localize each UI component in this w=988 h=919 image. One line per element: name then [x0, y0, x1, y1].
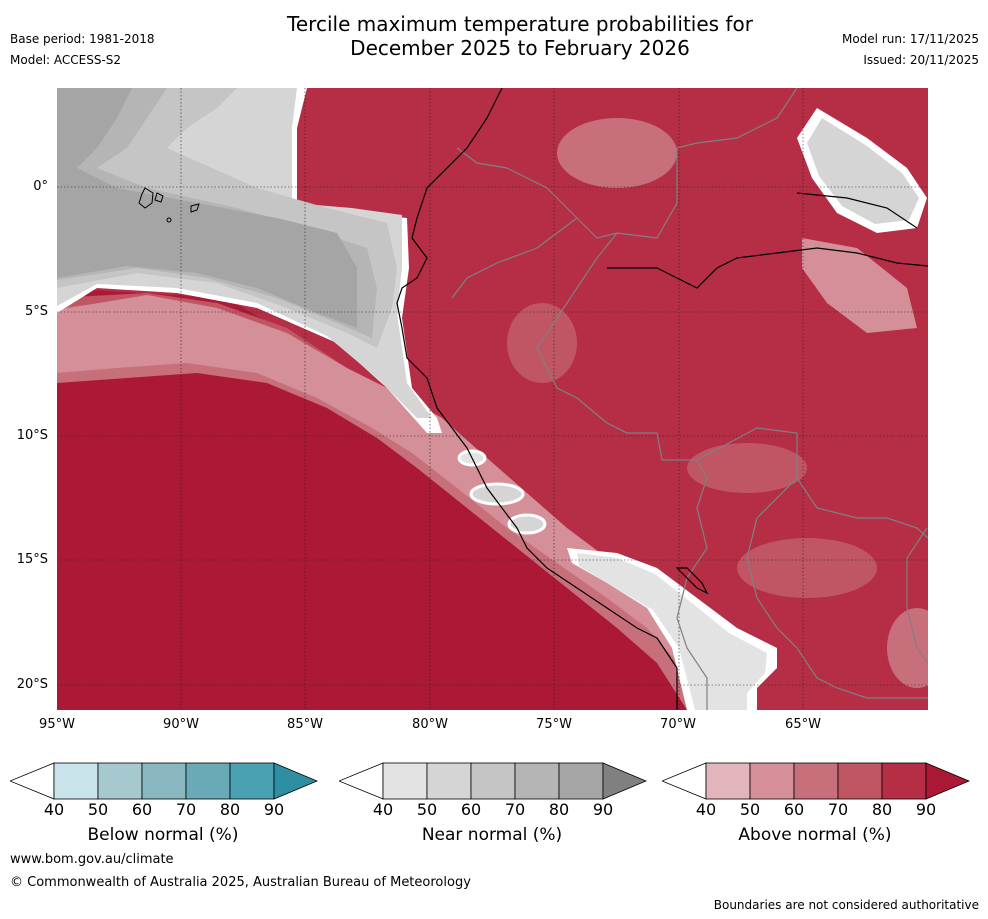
model-run: Model run: 17/11/2025 — [841, 32, 979, 46]
boundaries-disclaimer: Boundaries are not considered authoritat… — [713, 898, 979, 912]
below-cbar-bin-2 — [97, 762, 143, 800]
model-name: Model: ACCESS-S2 — [10, 53, 122, 67]
lat-label-20s: 20°S — [16, 677, 48, 692]
coastline — [396, 88, 928, 710]
below-tick-60: 60 — [131, 800, 153, 819]
meta-right: Model run: 17/11/2025 Issued: 20/11/2025 — [842, 31, 979, 68]
probability-map — [57, 88, 928, 710]
title-line-1: Tercile maximum temperature probabilitie… — [287, 12, 753, 36]
issued-date: Issued: 20/11/2025 — [863, 53, 979, 67]
below-tick-50: 50 — [87, 800, 109, 819]
lon-label-95w: 95°W — [39, 717, 75, 732]
near-cbar-bin-5 — [558, 762, 604, 800]
near-south-strip — [577, 553, 767, 710]
near-tick-50: 50 — [416, 800, 438, 819]
above-70-inland-d — [737, 538, 877, 598]
near-spot-b — [507, 513, 547, 535]
above-ne-halo — [802, 238, 917, 333]
near-tick-40: 40 — [372, 800, 394, 819]
above-cbar-bin-3 — [793, 762, 839, 800]
above-70-inland-a — [557, 118, 677, 188]
near-cbar-bin-3 — [470, 762, 516, 800]
near-ne-patch — [807, 118, 919, 224]
near-spot-a — [469, 482, 525, 506]
lon-label-85w: 85°W — [287, 717, 323, 732]
above-tick-50: 50 — [739, 800, 761, 819]
lon-label-90w: 90°W — [163, 717, 199, 732]
above-tick-80: 80 — [871, 800, 893, 819]
near-tick-80: 80 — [548, 800, 570, 819]
near-cbar-bin-2 — [426, 762, 472, 800]
above-60-inland-b — [507, 303, 577, 383]
below-tick-80: 80 — [219, 800, 241, 819]
above-50-inland-c — [687, 443, 807, 493]
near-tick-90: 90 — [592, 800, 614, 819]
above-tick-40: 40 — [695, 800, 717, 819]
below-cbar-left-tip — [10, 762, 55, 800]
meta-left: Base period: 1981-2018 Model: ACCESS-S2 — [10, 31, 155, 68]
above-cbar-bin-2 — [749, 762, 795, 800]
above-normal-title: Above normal (%) — [738, 825, 892, 845]
colorbar-above — [662, 762, 970, 800]
above-cbar-right-tip — [925, 762, 970, 800]
website-link[interactable]: www.bom.gov.au/climate — [10, 852, 174, 867]
near-normal-title: Near normal (%) — [421, 825, 563, 845]
below-normal-title: Below normal (%) — [87, 825, 239, 845]
galapagos-islands — [138, 187, 200, 223]
below-cbar-bin-5 — [229, 762, 275, 800]
map-title: Tercile maximum temperature probabilitie… — [0, 12, 988, 60]
near-tick-60: 60 — [460, 800, 482, 819]
above-60-inland-e — [887, 608, 928, 688]
base-period: Base period: 1981-2018 — [10, 32, 155, 46]
near-80-ocean — [57, 88, 357, 328]
below-cbar-bin-3 — [141, 762, 187, 800]
above-50-ocean — [57, 295, 717, 710]
near-tick-70: 70 — [504, 800, 526, 819]
title-line-2: December 2025 to February 2026 — [350, 36, 690, 60]
colorbar-below — [10, 762, 318, 800]
gridlines — [57, 88, 928, 710]
colorbar-near — [339, 762, 647, 800]
lat-label-10s: 10°S — [16, 428, 48, 443]
above-cbar-left-tip — [662, 762, 707, 800]
above-cbar-bin-1 — [705, 762, 751, 800]
near-cbar-bin-4 — [514, 762, 560, 800]
above-tick-60: 60 — [783, 800, 805, 819]
lon-label-75w: 75°W — [536, 717, 572, 732]
below-cbar-bin-1 — [53, 762, 99, 800]
near-cbar-bin-1 — [382, 762, 428, 800]
lon-label-70w: 70°W — [660, 717, 696, 732]
below-tick-90: 90 — [263, 800, 285, 819]
lat-label-15s: 15°S — [16, 552, 48, 567]
above-tick-70: 70 — [827, 800, 849, 819]
near-cbar-right-tip — [602, 762, 647, 800]
above-cbar-bin-5 — [881, 762, 927, 800]
below-tick-70: 70 — [175, 800, 197, 819]
lat-label-5s: 5°S — [24, 304, 48, 319]
above-tick-90: 90 — [915, 800, 937, 819]
below-tick-40: 40 — [43, 800, 65, 819]
above-cbar-bin-4 — [837, 762, 883, 800]
copyright-notice: © Commonwealth of Australia 2025, Austra… — [10, 875, 471, 890]
below-cbar-bin-4 — [185, 762, 231, 800]
lat-label-0: 0° — [33, 179, 48, 194]
lon-label-65w: 65°W — [785, 717, 821, 732]
lon-label-80w: 80°W — [412, 717, 448, 732]
below-cbar-right-tip — [273, 762, 318, 800]
near-cbar-left-tip — [339, 762, 384, 800]
